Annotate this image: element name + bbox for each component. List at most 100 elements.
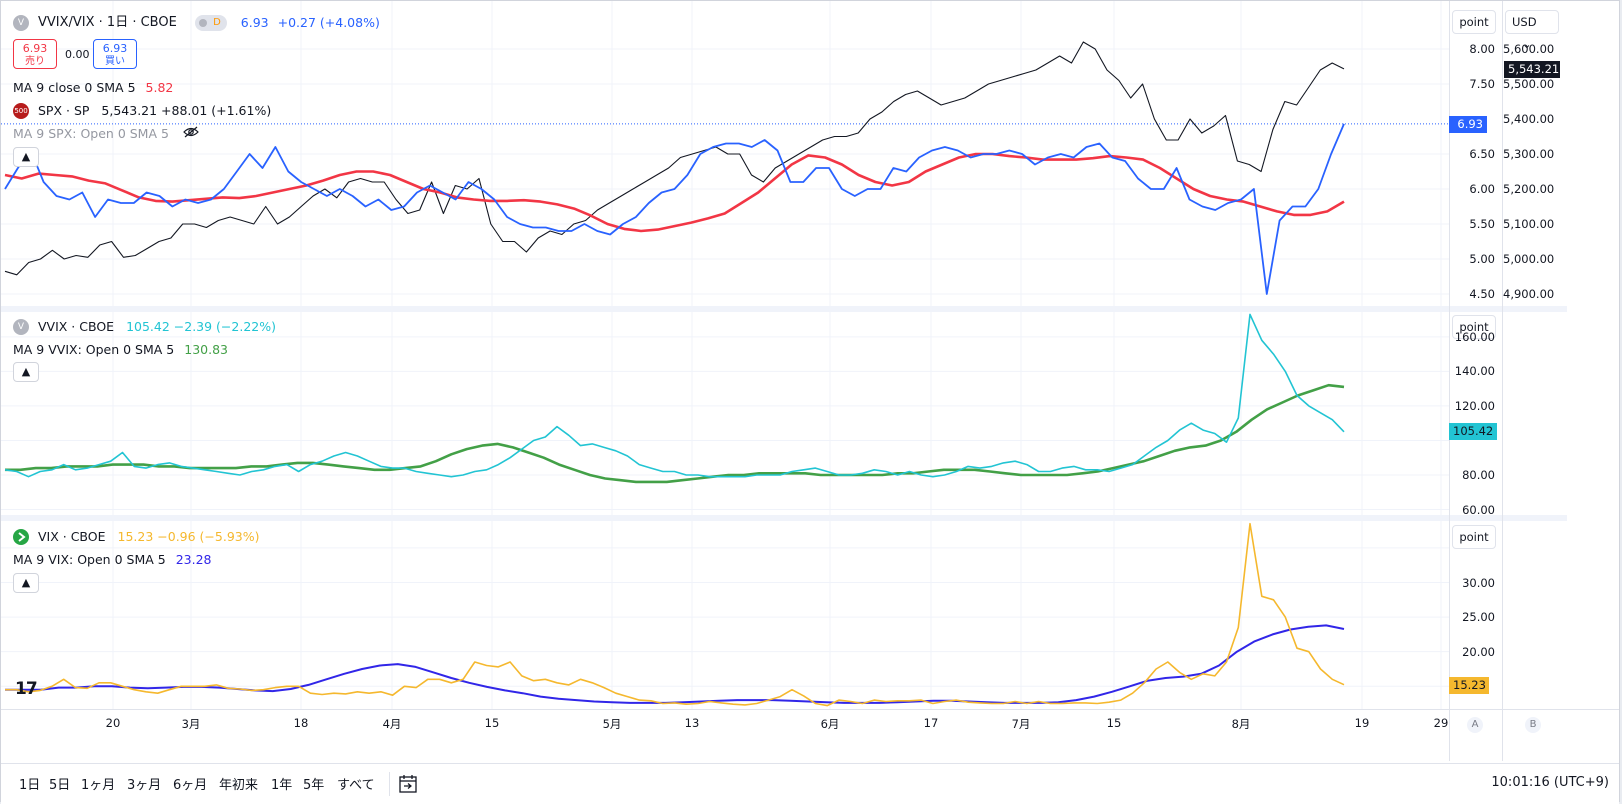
collapse-legend-button[interactable]: ▲ <box>13 573 39 593</box>
chart-plot-area[interactable] <box>1 1 1449 761</box>
vvix-ma-legend[interactable]: MA 9 VVIX: Open 0 SMA 5 130.83 <box>13 340 228 358</box>
time-axis-label: 3月 <box>181 717 201 731</box>
ratio-ma-line <box>4 152 1345 233</box>
right-axis-divider <box>1502 1 1503 761</box>
timeframe-button[interactable]: 6ヶ月 <box>173 778 208 793</box>
vvix-ma-line <box>5 383 1345 484</box>
ratio-line <box>4 123 1345 295</box>
spx-ma-legend-label: MA 9 SPX: Open 0 SMA 5 <box>13 125 169 141</box>
pane-separator[interactable] <box>1 306 1567 312</box>
auto-scale-button[interactable]: A <box>1467 717 1483 733</box>
time-axis-label: 13 <box>684 716 700 730</box>
time-axis-label: 15 <box>484 716 500 730</box>
timeframe-button[interactable]: 1年 <box>271 778 293 793</box>
left-axis-tick-label: 5.00 <box>1469 252 1495 266</box>
vix-axis-tick-label: 25.00 <box>1462 610 1495 625</box>
ma-legend-label: MA 9 close 0 SMA 5 <box>13 79 136 95</box>
time-axis-label: 7月 <box>1011 717 1031 731</box>
spread-value: 0.00 <box>65 48 90 61</box>
chevron-up-icon: ▲ <box>21 150 31 163</box>
vix-legend-title: VIX · CBOE <box>37 528 106 544</box>
tradingview-logo[interactable]: 17 <box>15 679 38 699</box>
vix-ma-line <box>5 624 1345 704</box>
right-axis-tick-label: 5,100.00 <box>1503 217 1555 231</box>
vvix-price-tag: 105.42 <box>1449 423 1497 441</box>
price-change: +0.27 (+4.08%) <box>277 14 380 30</box>
time-axis-label: 6月 <box>820 717 840 731</box>
collapse-legend-button[interactable]: ▲ <box>13 362 39 382</box>
timeframe-button[interactable]: 5年 <box>303 778 325 793</box>
vvix-ma-label: MA 9 VVIX: Open 0 SMA 5 <box>13 341 175 357</box>
vvix-ma-value: 130.83 <box>184 341 228 357</box>
vix-legend[interactable]: VIX · CBOE 15.23 −0.96 (−5.93%) <box>13 527 260 545</box>
ma-legend[interactable]: MA 9 close 0 SMA 5 5.82 <box>13 78 173 96</box>
time-axis-label: 17 <box>923 716 939 730</box>
vix-ma-label: MA 9 VIX: Open 0 SMA 5 <box>13 551 166 567</box>
left-axis-tick-label: 7.50 <box>1469 77 1495 91</box>
chevron-up-icon: ▲ <box>21 576 31 589</box>
collapse-legend-button[interactable]: ▲ <box>13 147 39 167</box>
chevron-down-icon: ⌄ <box>1522 37 1532 51</box>
time-axis-label: 18 <box>293 716 309 730</box>
currency-button[interactable]: USD ⌄ <box>1505 10 1559 51</box>
right-axis-tick-label: 5,400.00 <box>1503 112 1555 126</box>
spx-legend-value: 5,543.21 +88.01 (+1.61%) <box>101 102 272 118</box>
chevron-up-icon: ▲ <box>21 365 31 378</box>
buy-button[interactable]: 6.93 買い <box>93 39 137 69</box>
left-axis-tick-label: 5.50 <box>1469 217 1495 231</box>
spx-ma-legend[interactable]: MA 9 SPX: Open 0 SMA 5 <box>13 124 199 142</box>
timeframe-button[interactable]: 年初来 <box>219 778 259 793</box>
vvix-axis-tick-label: 140.00 <box>1454 364 1495 379</box>
main-series-legend[interactable]: V VVIX/VIX · 1日 · CBOE D 6.93 +0.27 (+4.… <box>13 13 380 31</box>
left-axis-tick-label: 6.00 <box>1469 182 1495 196</box>
eye-off-icon[interactable] <box>183 125 199 143</box>
time-axis-label: 29 <box>1433 716 1449 730</box>
sell-price: 6.93 <box>22 42 48 55</box>
time-axis-label: 15 <box>1106 716 1122 730</box>
sell-button[interactable]: 6.93 売り <box>13 39 57 69</box>
vvix-axis-tick-label: 60.00 <box>1462 502 1495 517</box>
price-scale-mode-button[interactable]: point <box>1452 525 1496 549</box>
sell-label: 売り <box>25 56 45 67</box>
ma-legend-value: 5.82 <box>145 79 174 95</box>
time-axis-label: 8月 <box>1231 717 1251 731</box>
right-axis-tick-label: 4,900.00 <box>1503 287 1555 301</box>
ratio-price-tag: 6.93 <box>1449 115 1487 133</box>
spx-price-tag: 5,543.21 <box>1504 60 1560 78</box>
vix-legend-value: 15.23 −0.96 (−5.93%) <box>117 528 260 544</box>
vvix-legend-title: VVIX · CBOE <box>37 318 115 334</box>
calendar-goto-icon[interactable] <box>398 774 418 797</box>
vvix-legend-value: 105.42 −2.39 (−2.22%) <box>126 318 276 334</box>
clock[interactable]: 10:01:16 (UTC+9) <box>1491 775 1609 790</box>
symbol-logo: V <box>13 14 29 31</box>
price-axis-divider <box>1449 1 1450 761</box>
vvix-legend[interactable]: V VVIX · CBOE 105.42 −2.39 (−2.22%) <box>13 317 276 335</box>
pane-separator[interactable] <box>1 515 1567 521</box>
time-axis-label: 19 <box>1354 716 1370 730</box>
timeframe-button[interactable]: 5日 <box>49 778 71 793</box>
symbol-title[interactable]: VVIX/VIX · 1日 · CBOE <box>37 14 177 30</box>
timeframe-button[interactable]: 1ヶ月 <box>81 778 116 793</box>
vertical-divider <box>389 772 390 796</box>
realtime-badge: D <box>194 14 227 31</box>
price-scale-mode-button[interactable]: point <box>1452 10 1496 34</box>
timeframe-button[interactable]: 3ヶ月 <box>127 778 162 793</box>
right-axis-tick-label: 5,300.00 <box>1503 147 1555 161</box>
left-axis-tick-label: 4.50 <box>1469 287 1495 301</box>
vvix-line <box>4 313 1345 478</box>
timeframe-button[interactable]: 1日 <box>19 778 41 793</box>
timeframe-button[interactable]: すべて <box>337 778 375 793</box>
vvix-axis-tick-label: 120.00 <box>1454 398 1495 413</box>
right-axis-tick-label: 5,600.00 <box>1503 42 1555 56</box>
log-scale-button[interactable]: B <box>1525 717 1541 733</box>
time-axis-label: 20 <box>105 716 121 730</box>
vvix-axis-tick-label: 80.00 <box>1462 468 1495 482</box>
vix-ma-legend[interactable]: MA 9 VIX: Open 0 SMA 5 23.28 <box>13 550 212 568</box>
vix-line <box>5 522 1345 707</box>
price-scale-mode-button[interactable]: point <box>1452 315 1496 339</box>
spx-legend[interactable]: 500 SPX · SP 5,543.21 +88.01 (+1.61%) <box>13 101 271 119</box>
vix-price-tag: 15.23 <box>1449 676 1489 694</box>
vvix-logo: V <box>13 318 29 335</box>
vix-ma-value: 23.28 <box>175 551 212 567</box>
spx-logo: 500 <box>13 102 29 119</box>
